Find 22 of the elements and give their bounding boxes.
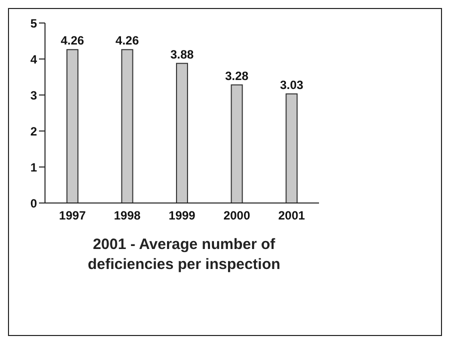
bar — [66, 49, 78, 203]
bar — [176, 62, 188, 203]
x-tick-label: 1997 — [59, 208, 86, 223]
x-tick-label: 2001 — [278, 208, 306, 223]
y-tick-label: 5 — [30, 16, 38, 30]
bar — [286, 93, 298, 203]
x-tick-label: 2000 — [223, 208, 250, 223]
y-tick-label: 1 — [30, 160, 38, 174]
data-label: 4.26 — [60, 34, 84, 48]
data-label: 3.28 — [225, 68, 249, 83]
y-tick-label: 0 — [30, 196, 38, 210]
y-tick-label: 3 — [30, 88, 38, 102]
data-label: 3.88 — [170, 47, 194, 62]
x-axis-title: 2001 - Average number of deficiencies per inspection — [86, 235, 282, 275]
x-tick-label: 1999 — [168, 208, 196, 223]
data-label: 4.26 — [116, 34, 140, 48]
x-tick-label: 1998 — [114, 208, 141, 223]
bar — [230, 84, 243, 203]
y-tick-label: 2 — [30, 124, 38, 138]
bar — [121, 49, 134, 203]
data-label: 3.03 — [280, 78, 304, 92]
y-tick-label: 4 — [30, 52, 38, 66]
